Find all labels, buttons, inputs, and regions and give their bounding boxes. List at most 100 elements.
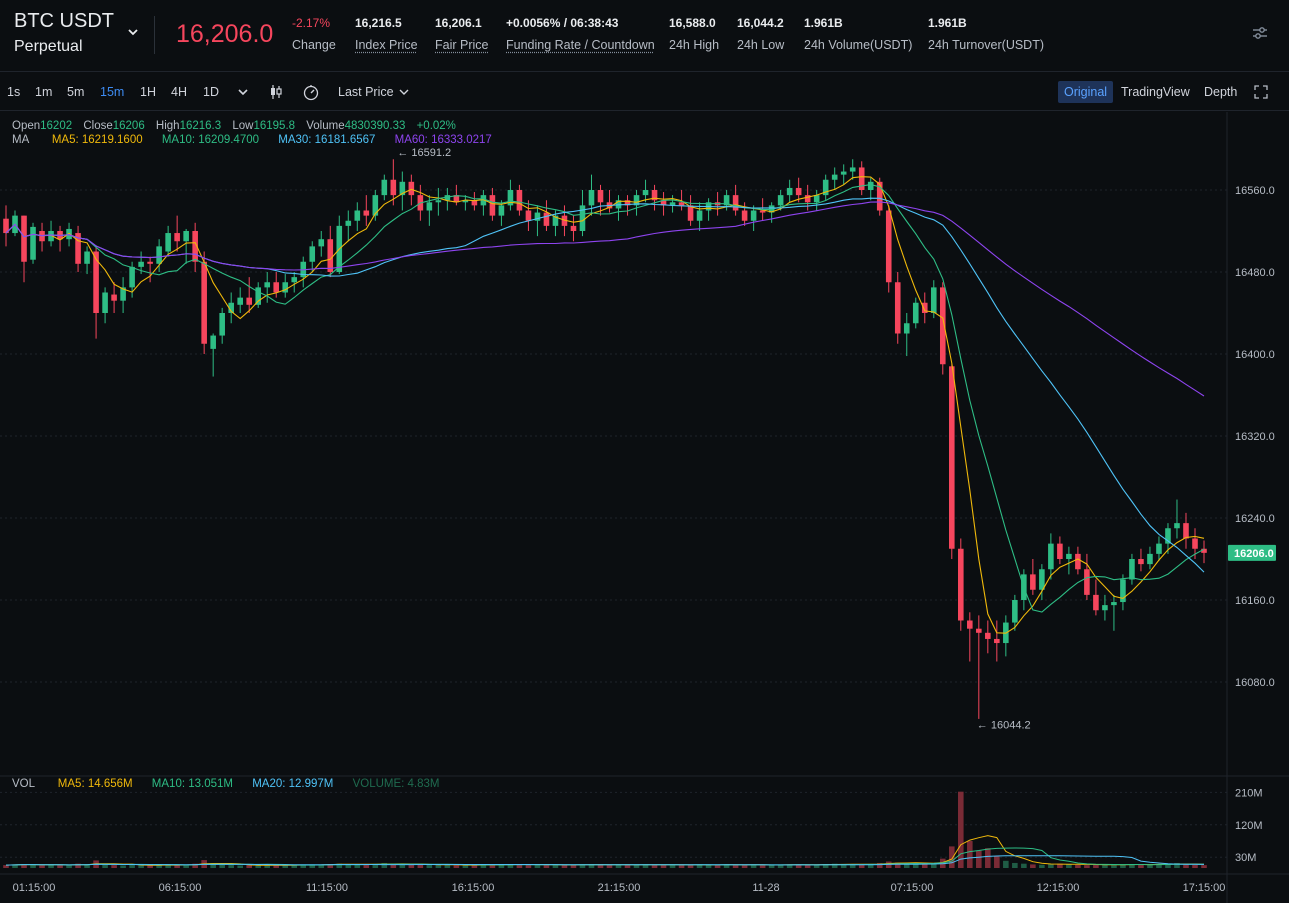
symbol-name[interactable]: BTC USDT: [14, 10, 114, 32]
volume-bar: [282, 865, 289, 868]
candle-body: [219, 313, 225, 336]
volume-bar: [1030, 864, 1036, 868]
volume-bar: [273, 865, 280, 868]
timeframe-1s[interactable]: 1s: [7, 85, 21, 99]
timeframe-15m[interactable]: 15m: [100, 85, 125, 99]
candle-body: [1174, 523, 1180, 529]
stat-funding-rate[interactable]: +0.0056% / 06:38:43 Funding Rate / Count…: [506, 16, 655, 52]
stat-change-label: Change: [292, 38, 336, 52]
volume-bar: [21, 864, 27, 868]
vol-volume-legend: VOLUME: 4.83M: [352, 778, 440, 790]
volume-bar: [1129, 864, 1135, 868]
volume-bar: [264, 864, 271, 868]
volume-bar: [597, 864, 604, 868]
volume-bar: [300, 864, 307, 868]
timeframe-1h[interactable]: 1H: [140, 85, 156, 99]
timeframe-5m[interactable]: 5m: [67, 85, 85, 99]
volume-bar: [840, 864, 847, 868]
candle-body: [633, 195, 640, 206]
volume-bar: [138, 865, 144, 868]
price-type-select[interactable]: Last Price: [338, 85, 409, 99]
vol-ma20-legend: MA20: 12.997M: [252, 778, 334, 790]
volume-bar: [894, 862, 901, 868]
timeframe-4h[interactable]: 4H: [171, 85, 187, 99]
volume-bar: [174, 865, 180, 868]
volume-bar: [102, 864, 108, 868]
volume-bar: [1048, 864, 1054, 868]
contract-type[interactable]: Perpetual: [14, 38, 83, 55]
candlestick-type-icon[interactable]: [267, 83, 285, 101]
ma-legend: MA MA5: 16219.1600 MA10: 16209.4700 MA30…: [12, 134, 492, 146]
candlestick-chart[interactable]: 16560.0 16480.0 16400.0 16320.0 16240.0 16160…: [0, 112, 1289, 903]
time-axis-label: 11:15:00: [306, 882, 348, 894]
fullscreen-icon[interactable]: [1254, 85, 1268, 99]
volume-bar: [30, 864, 36, 868]
volume-bar: [1174, 862, 1180, 868]
stat-funding-rate-label[interactable]: Funding Rate / Countdown: [506, 38, 655, 52]
candle-body: [552, 215, 559, 226]
volume-bar: [714, 865, 721, 868]
timeframe-1m[interactable]: 1m: [35, 85, 53, 99]
candle-body: [120, 287, 126, 301]
candle-body: [588, 190, 595, 206]
candle-body: [309, 246, 316, 262]
candle-body: [678, 202, 685, 206]
stat-fair-price[interactable]: 16,206.1 Fair Price: [435, 16, 488, 52]
stat-index-price[interactable]: 16,216.5 Index Price: [355, 16, 418, 52]
stat-index-price-label[interactable]: Index Price: [355, 38, 418, 52]
volume-bar: [867, 864, 874, 868]
volume-bar: [237, 865, 243, 868]
ma-legend-label: MA: [12, 134, 29, 146]
candle-body: [93, 251, 99, 313]
volume-bar: [552, 865, 559, 868]
candle-body: [813, 195, 820, 203]
volume-bar: [255, 865, 262, 868]
candle-body: [453, 195, 460, 203]
stat-24h-low-value: 16,044.2: [737, 16, 784, 30]
chevron-down-icon: [399, 89, 409, 95]
volume-bar: [84, 864, 90, 868]
volume-ma5-line: [5, 835, 1205, 866]
view-depth-button[interactable]: Depth: [1204, 85, 1238, 99]
volume-bar: [408, 864, 415, 868]
volume-bar: [111, 865, 117, 868]
volume-axis-label: 30M: [1235, 852, 1256, 864]
price-axis-label: 16400.0: [1235, 349, 1275, 361]
volume-bar: [156, 865, 162, 868]
volume-bar: [660, 864, 667, 868]
chart-area[interactable]: 16560.0 16480.0 16400.0 16320.0 16240.0 16160…: [0, 112, 1289, 903]
candle-body: [201, 261, 207, 344]
ma60-legend: MA60: 16333.0217: [394, 134, 492, 146]
candle-body: [543, 212, 550, 226]
legend-close-value: 16206: [112, 120, 145, 132]
candle-body: [102, 292, 108, 313]
chevron-down-icon[interactable]: [126, 25, 140, 39]
volume-bar: [976, 850, 982, 868]
low-marker: ← 16044.2: [977, 720, 1031, 732]
candle-body: [921, 302, 928, 313]
indicator-gauge-icon[interactable]: [302, 83, 320, 101]
candle-body: [1129, 559, 1135, 580]
stat-24h-low-label: 24h Low: [737, 38, 785, 52]
settings-sliders-icon[interactable]: [1251, 24, 1269, 42]
price-axis-label: 16320.0: [1235, 431, 1275, 443]
timeframe-1d[interactable]: 1D: [203, 85, 219, 99]
vol-ma10-legend: MA10: 13.051M: [151, 778, 233, 790]
candle-body: [840, 171, 847, 175]
candle-body: [282, 282, 289, 293]
more-timeframes-chevron-icon[interactable]: [234, 83, 252, 101]
volume-bar: [786, 864, 793, 868]
candle-body: [1066, 553, 1072, 559]
volume-bar: [804, 865, 811, 868]
candle-body: [1147, 553, 1153, 565]
candle-body: [1093, 594, 1099, 611]
candle-body: [345, 220, 352, 226]
view-original-button[interactable]: Original: [1058, 81, 1114, 103]
legend-high-value: 16216.3: [179, 120, 222, 132]
view-tradingview-button[interactable]: TradingView: [1121, 85, 1190, 99]
candle-body: [390, 179, 397, 196]
stat-24h-high-label: 24h High: [669, 38, 720, 52]
stat-fair-price-label[interactable]: Fair Price: [435, 38, 489, 52]
volume-bar: [1156, 864, 1162, 868]
candle-body: [525, 210, 532, 221]
